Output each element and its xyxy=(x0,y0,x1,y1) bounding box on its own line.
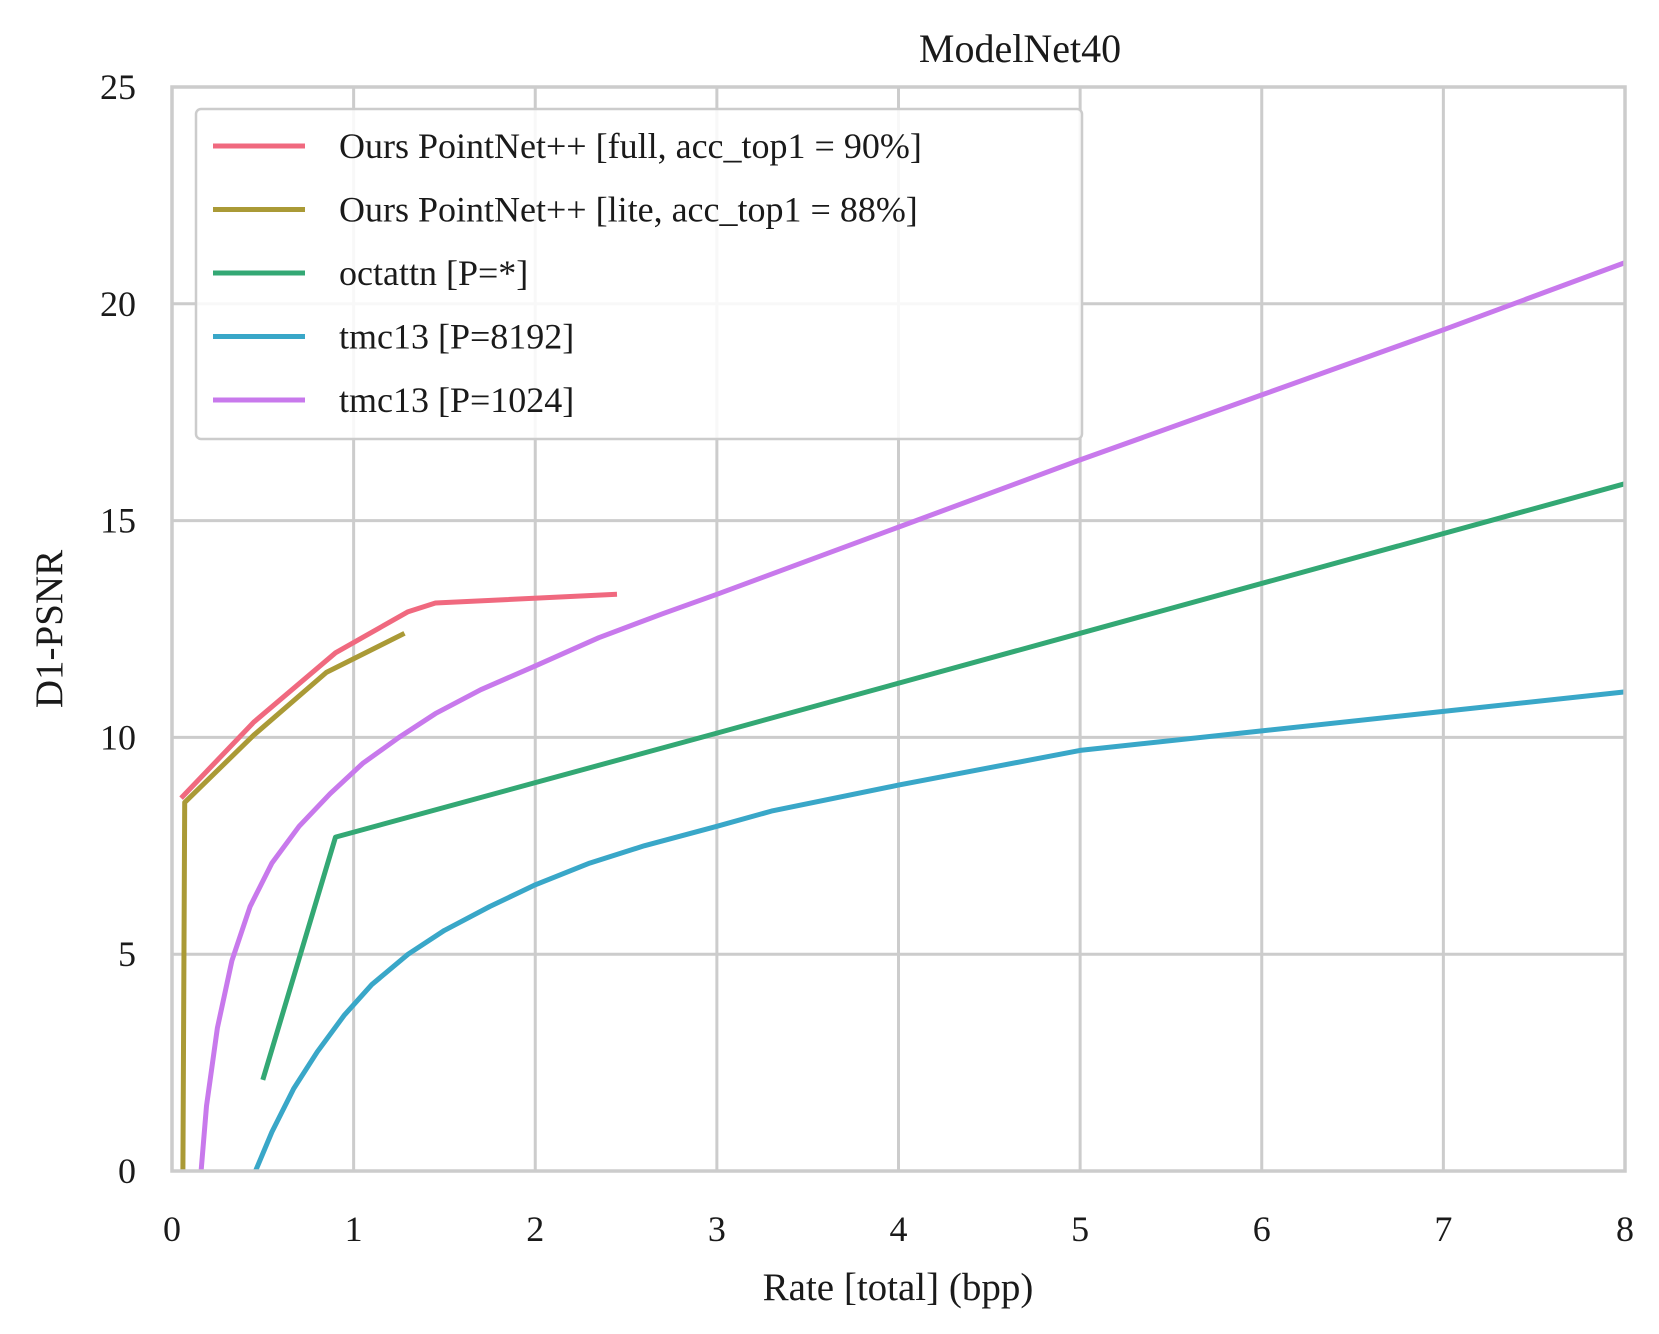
x-tick-label: 2 xyxy=(526,1209,544,1249)
y-tick-label: 15 xyxy=(100,501,136,541)
series-line-0 xyxy=(179,591,618,800)
series-lines xyxy=(179,260,1626,1172)
legend-label-0: Ours PointNet++ [full, acc_top1 = 90%] xyxy=(339,126,922,166)
y-tick-label: 20 xyxy=(100,284,136,324)
x-tick-label: 1 xyxy=(345,1209,363,1249)
legend-label-3: tmc13 [P=8192] xyxy=(339,317,574,357)
y-tick-label: 25 xyxy=(100,67,136,107)
legend: Ours PointNet++ [full, acc_top1 = 90%] Ou… xyxy=(194,107,1084,441)
x-tick-label: 3 xyxy=(708,1209,726,1249)
y-axis-label: D1-PSNR xyxy=(28,550,71,708)
x-tick-label: 6 xyxy=(1253,1209,1271,1249)
x-tick-label: 5 xyxy=(1071,1209,1089,1249)
plot-frame xyxy=(170,85,1627,1173)
legend-label-1: Ours PointNet++ [lite, acc_top1 = 88%] xyxy=(339,190,918,230)
y-tick-label: 5 xyxy=(118,934,136,974)
y-axis-ticks: 0 5 10 15 20 25 xyxy=(100,67,136,1191)
x-tick-label: 0 xyxy=(163,1209,181,1249)
x-tick-label: 8 xyxy=(1616,1209,1634,1249)
x-tick-label: 4 xyxy=(890,1209,908,1249)
series-line-3 xyxy=(253,689,1626,1172)
chart-title: ModelNet40 xyxy=(919,26,1121,71)
series-line-2 xyxy=(260,481,1626,1081)
legend-box xyxy=(194,107,1084,441)
y-tick-label: 0 xyxy=(118,1151,136,1191)
legend-label-2: octattn [P=*] xyxy=(339,253,528,293)
x-axis-ticks: 0 1 2 3 4 5 6 7 8 xyxy=(163,1209,1634,1249)
x-tick-label: 7 xyxy=(1434,1209,1452,1249)
legend-label-4: tmc13 [P=1024] xyxy=(339,380,574,420)
series-line-4 xyxy=(198,260,1626,1172)
y-tick-label: 10 xyxy=(100,717,136,757)
x-axis-label: Rate [total] (bpp) xyxy=(763,1266,1034,1309)
series-line-1 xyxy=(180,631,406,1172)
